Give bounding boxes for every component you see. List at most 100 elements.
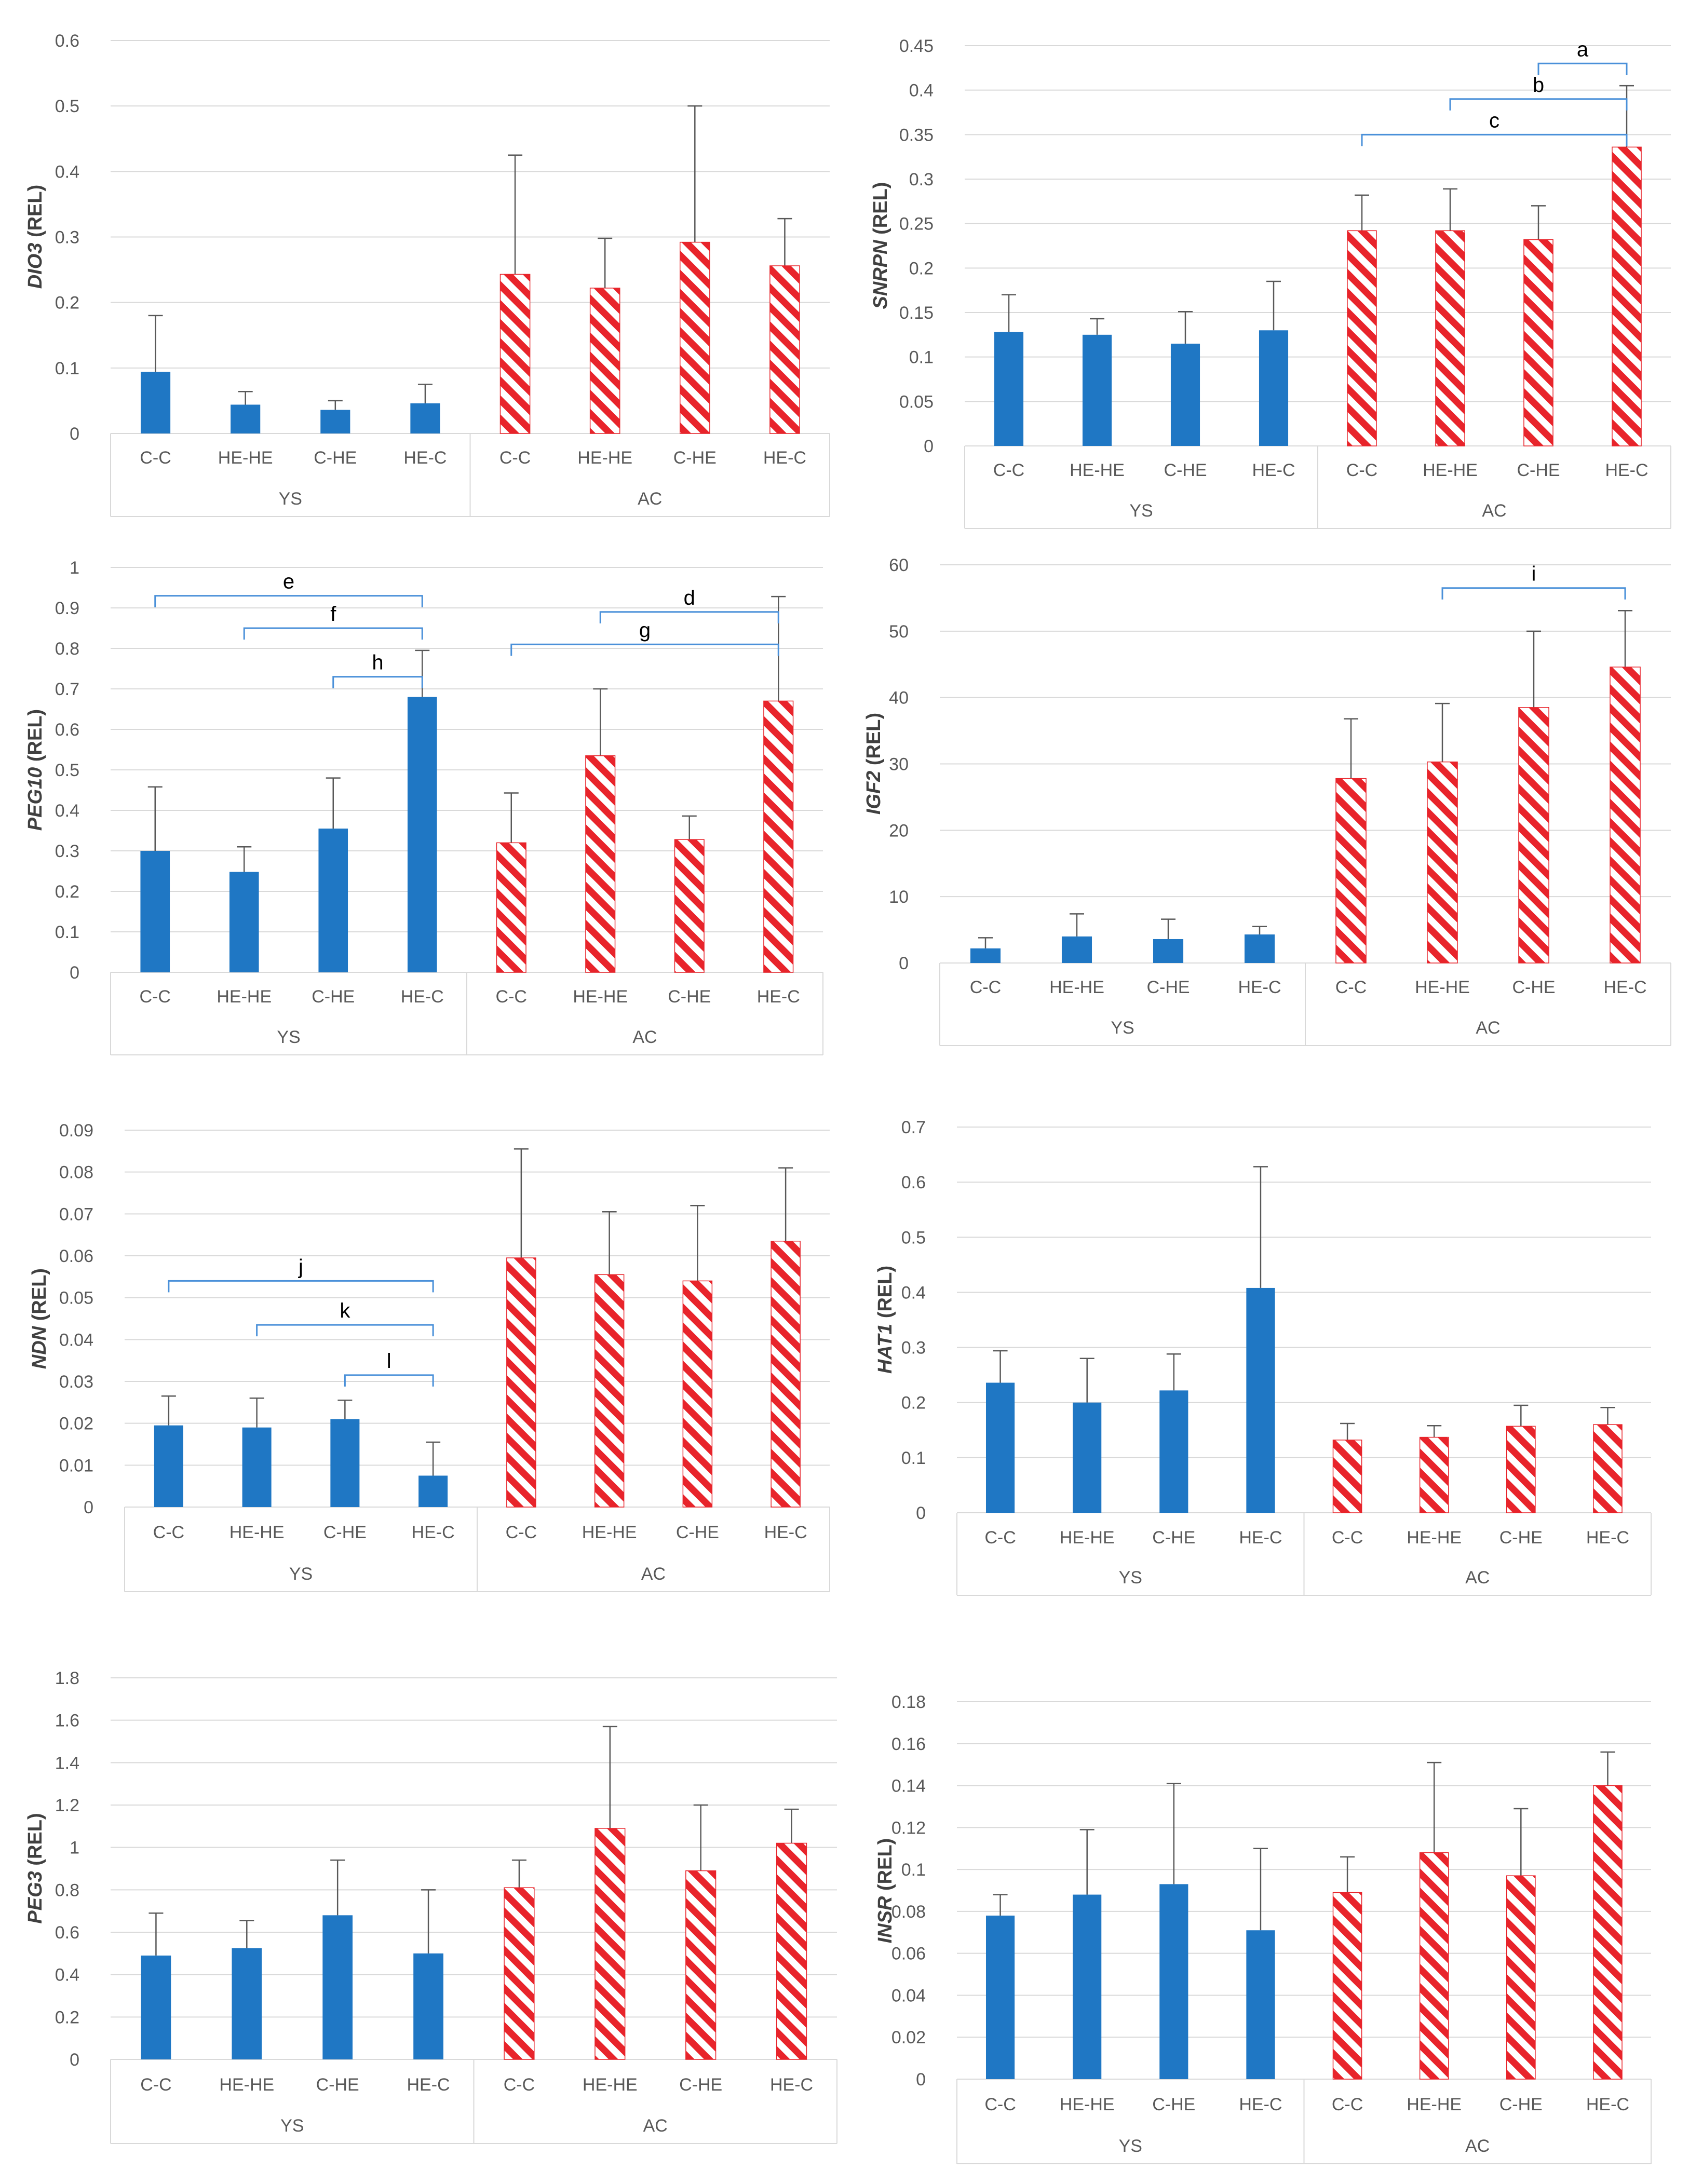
- panel-snrpn: 0 0.05 0.1 0.15 0.2 0.25 0.3 0.35 0.4 0.45 C-C HE-H…: [870, 36, 1671, 529]
- bar-ac-c-c: [1347, 230, 1377, 446]
- x-category-label: C-HE: [1499, 1528, 1543, 1548]
- bar-ys-he-c: [1244, 934, 1275, 963]
- bar-ac-c-he: [674, 839, 705, 973]
- bar-ys-he-he: [1073, 1402, 1102, 1513]
- bar-ac-he-c: [763, 700, 794, 973]
- bar-ac-he-c: [1610, 667, 1641, 964]
- bar-ys-c-c: [970, 948, 1001, 963]
- x-category-label: C-C: [504, 2075, 535, 2095]
- y-tick-label: 40: [889, 688, 909, 708]
- x-category-label: C-C: [153, 1523, 184, 1542]
- y-tick-label: 0: [84, 1498, 93, 1517]
- bar-ys-he-c: [1246, 1930, 1275, 2079]
- significance-bracket: [168, 1280, 434, 1293]
- y-axis-unit: (REL): [874, 1266, 896, 1324]
- y-tick-label: 0.3: [55, 842, 79, 861]
- y-tick-label: 0.04: [59, 1330, 93, 1350]
- x-category-label: HE-C: [770, 2075, 813, 2095]
- x-group-label: AC: [638, 489, 662, 509]
- x-category-label: HE-C: [764, 1523, 807, 1542]
- y-tick-label: 0.6: [55, 1923, 79, 1943]
- gene-name: PEG10: [24, 767, 46, 831]
- significance-bracket: [243, 627, 423, 640]
- x-category-label: HE-HE: [582, 1523, 637, 1542]
- bar-ys-c-c: [994, 332, 1024, 446]
- y-axis-label: DIO3 (REL): [24, 185, 46, 289]
- y-tick-label: 0.3: [55, 228, 79, 248]
- x-group-label: YS: [1119, 1568, 1142, 1588]
- x-group-label: AC: [632, 1027, 657, 1047]
- y-tick-label: 0: [899, 954, 909, 973]
- y-tick-label: 1.4: [55, 1753, 79, 1773]
- x-category-label: HE-HE: [1407, 1528, 1462, 1548]
- y-tick-label: 30: [889, 755, 909, 775]
- x-category-label: C-HE: [676, 1523, 719, 1542]
- panel-peg10: 0 0.1 0.2 0.3 0.4 0.5 0.6 0.7 0.8 0.9 1 C-C HE-HE C-H…: [24, 558, 823, 1055]
- x-category-label: C-C: [140, 448, 171, 468]
- y-axis-unit: (REL): [24, 709, 46, 767]
- y-axis-unit: (REL): [24, 1813, 46, 1871]
- significance-bracket: [332, 676, 423, 688]
- bar-ac-c-c: [504, 1887, 535, 2060]
- x-group-label: AC: [641, 1564, 666, 1584]
- x-category-label: HE-C: [407, 2075, 450, 2095]
- x-group-label: YS: [1119, 2136, 1142, 2156]
- bar-ys-c-he: [1170, 343, 1200, 446]
- x-category-label: C-C: [984, 2095, 1016, 2114]
- x-category-label: HE-HE: [218, 448, 273, 468]
- y-tick-label: 0.04: [891, 1986, 926, 2005]
- x-group-label: YS: [280, 2116, 304, 2136]
- y-tick-label: 0: [916, 1503, 926, 1523]
- bar-ys-he-c: [413, 1953, 443, 2059]
- bar-ys-c-he: [330, 1419, 360, 1507]
- bar-ys-he-he: [229, 872, 259, 972]
- significance-label: e: [283, 571, 294, 593]
- y-tick-label: 1.6: [55, 1711, 79, 1731]
- x-category-label: C-C: [506, 1523, 537, 1542]
- y-tick-label: 0.8: [55, 639, 79, 659]
- y-tick-label: 20: [889, 821, 909, 840]
- x-category-label: C-HE: [673, 448, 717, 468]
- x-category-label: C-HE: [1152, 1528, 1195, 1548]
- y-tick-label: 0.18: [891, 1692, 926, 1712]
- bar-ys-he-c: [410, 403, 440, 433]
- x-category-label: HE-C: [1586, 2095, 1629, 2114]
- gene-name: PEG3: [24, 1871, 46, 1923]
- significance-label: l: [387, 1350, 391, 1373]
- x-category-label: HE-C: [1239, 1528, 1282, 1548]
- y-tick-label: 0.01: [59, 1456, 93, 1475]
- x-category-label: C-C: [993, 460, 1024, 480]
- x-group-label: AC: [1476, 1018, 1500, 1038]
- bar-ac-c-c: [506, 1257, 536, 1508]
- significance-bracket: [256, 1324, 434, 1337]
- bar-ys-he-he: [242, 1427, 272, 1507]
- bar-ac-he-he: [1427, 761, 1458, 964]
- x-category-label: HE-C: [412, 1523, 455, 1542]
- x-group-label: YS: [277, 1027, 300, 1047]
- y-tick-label: 0.4: [901, 1283, 926, 1303]
- gene-name: SNRPN: [870, 239, 891, 309]
- gene-name: NDN: [29, 1325, 50, 1369]
- significance-label: h: [372, 652, 383, 674]
- bar-ys-c-c: [985, 1915, 1015, 2079]
- significance-label: a: [1577, 38, 1589, 61]
- gene-name: HAT1: [874, 1324, 896, 1374]
- bar-ac-he-c: [776, 1842, 807, 2060]
- x-group-label: AC: [1465, 2136, 1490, 2156]
- y-tick-label: 0.02: [891, 2028, 926, 2047]
- bar-ac-he-he: [594, 1828, 626, 2060]
- bar-ys-he-he: [1073, 1894, 1102, 2079]
- y-tick-label: 60: [889, 555, 909, 575]
- bar-ac-c-c: [496, 842, 526, 973]
- x-category-label: HE-C: [401, 987, 444, 1007]
- bar-ac-c-he: [685, 1870, 717, 2060]
- y-tick-label: 0.6: [55, 720, 79, 740]
- significance-label: i: [1532, 563, 1536, 586]
- bar-ac-c-he: [1518, 707, 1549, 964]
- x-category-label: HE-HE: [1407, 2095, 1462, 2114]
- panel-igf2: 0 10 20 30 40 50 60 C-C HE-HE C-HE HE-C YS C-C HE-HE C…: [863, 555, 1671, 1046]
- x-category-label: C-C: [1346, 460, 1377, 480]
- y-tick-label: 0: [70, 963, 79, 983]
- bar-ac-he-he: [585, 755, 616, 973]
- x-group-label: AC: [1482, 501, 1506, 521]
